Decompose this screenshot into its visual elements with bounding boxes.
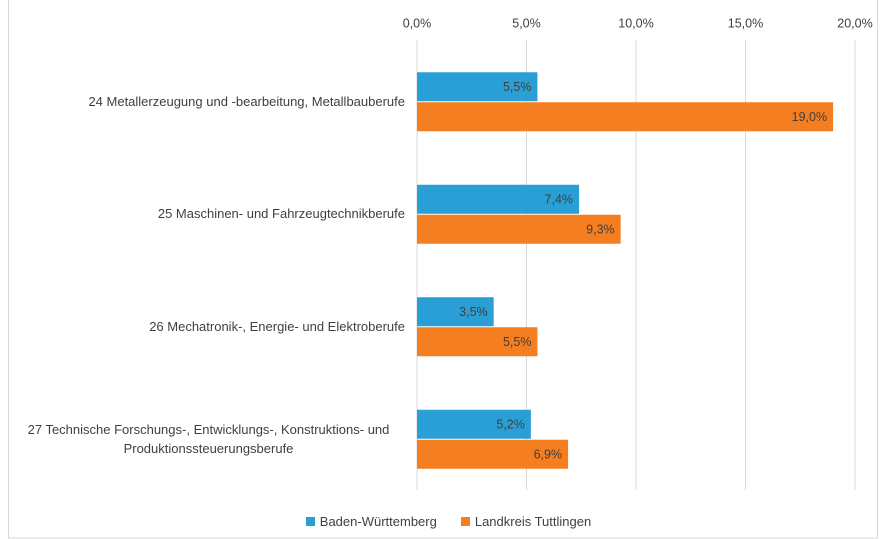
bar <box>417 214 621 244</box>
bar <box>417 297 494 327</box>
x-tick-label: 10,0% <box>618 16 653 30</box>
legend-swatch <box>460 517 470 526</box>
y-tick-label-box: 25 Maschinen- und Fahrzeugtechnikberufe <box>12 184 405 244</box>
data-label: 9,3% <box>586 223 615 237</box>
legend: Baden-Württemberg Landkreis Tuttlingen <box>0 514 885 529</box>
data-label: 5,2% <box>496 418 525 432</box>
x-tick-label: 20,0% <box>837 16 872 30</box>
y-tick-label: 25 Maschinen- und Fahrzeugtechnikberufe <box>157 206 405 222</box>
data-label: 5,5% <box>503 80 532 94</box>
y-tick-label: 24 Metallerzeugung und -bearbeitung, Met… <box>88 93 405 109</box>
x-tick-label: 0,0% <box>403 16 432 30</box>
legend-item: Baden-Württemberg <box>305 514 437 529</box>
x-tick-label: 15,0% <box>728 16 763 30</box>
legend-label: Landkreis Tuttlingen <box>474 514 592 529</box>
y-tick-label-box: 27 Technische Forschungs-, Entwicklungs-… <box>12 409 405 469</box>
y-tick-label-box: 26 Mechatronik-, Energie- und Elektrober… <box>12 296 405 356</box>
legend-label: Baden-Württemberg <box>319 514 437 529</box>
data-label: 6,9% <box>534 448 563 462</box>
x-tick-label: 5,0% <box>512 16 541 30</box>
bar <box>417 72 538 102</box>
data-label: 5,5% <box>503 335 532 349</box>
y-tick-label-box: 24 Metallerzeugung und -bearbeitung, Met… <box>12 71 405 131</box>
data-label: 3,5% <box>459 305 488 319</box>
data-label: 19,0% <box>792 110 827 124</box>
chart-frame <box>8 0 878 539</box>
legend-item: Landkreis Tuttlingen <box>460 514 592 529</box>
y-tick-label: 26 Mechatronik-, Energie- und Elektrober… <box>149 318 405 334</box>
legend-swatch <box>305 517 315 526</box>
bar <box>417 184 580 214</box>
bar <box>417 102 834 132</box>
bar <box>417 409 531 439</box>
data-label: 7,4% <box>545 193 574 207</box>
y-tick-label: 27 Technische Forschungs-, Entwicklungs-… <box>27 421 390 456</box>
bar <box>417 439 569 469</box>
bar <box>417 327 538 357</box>
